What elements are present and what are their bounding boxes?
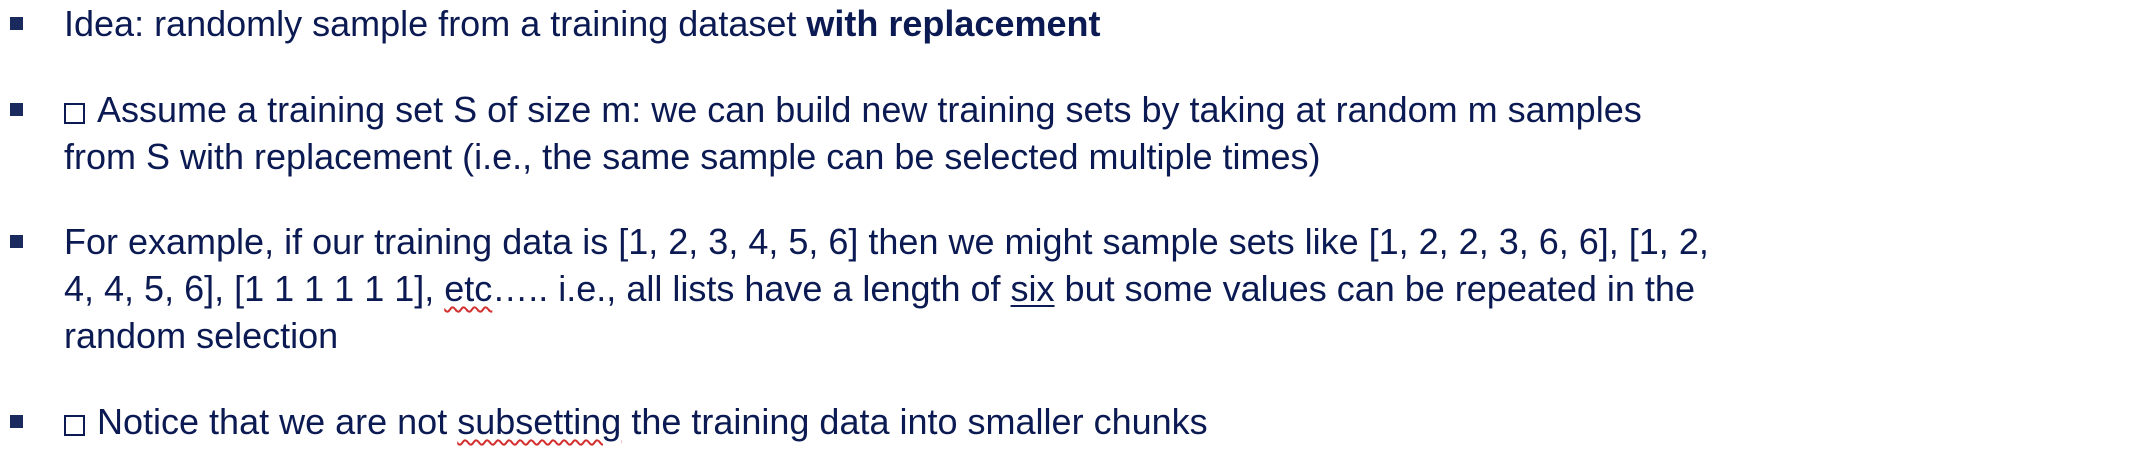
text-run: 4, 4, 5, 6], [1 1 1 1 1 1], (64, 268, 445, 309)
spellcheck-word: subsetting (457, 401, 622, 442)
bullet-text: Notice that we are not subsetting the tr… (64, 398, 2104, 445)
text-run: ….. i.e., all lists have a length of (492, 268, 1011, 309)
spellcheck-word: etc (444, 268, 493, 309)
square-bullet-icon (10, 235, 23, 248)
square-bullet-icon (10, 415, 23, 428)
checkbox-icon (64, 415, 85, 436)
bullet-line: from S with replacement (i.e., the same … (64, 133, 2104, 180)
bullet-line: For example, if our training data is [1,… (64, 218, 2104, 265)
text-run: from S with replacement (i.e., the same … (64, 136, 1321, 177)
text-run: random selection (64, 315, 339, 356)
bullet-text: For example, if our training data is [1,… (64, 218, 2104, 359)
square-bullet-icon (10, 17, 23, 30)
text-run: but some values can be repeated in the (1054, 268, 1695, 309)
bold-text: with replacement (806, 3, 1101, 44)
text-run: Assume a training set S of size m: we ca… (97, 89, 1642, 130)
checkbox-icon (64, 103, 85, 124)
bullet-line: random selection (64, 312, 2104, 359)
bullet-line: 4, 4, 5, 6], [1 1 1 1 1 1], etc….. i.e.,… (64, 265, 2104, 312)
text-run: the training data into smaller chunks (621, 401, 1208, 442)
square-bullet-icon (10, 103, 23, 116)
text-run: Notice that we are not (97, 401, 458, 442)
text-run: For example, if our training data is [1,… (64, 221, 1709, 262)
bullet-text: Assume a training set S of size m: we ca… (64, 86, 2104, 180)
text-run: Idea: randomly sample from a training da… (64, 3, 807, 44)
bullet-line: Notice that we are not subsetting the tr… (64, 398, 2104, 445)
bullet-text: Idea: randomly sample from a training da… (64, 0, 2104, 47)
underlined-word: six (1010, 268, 1055, 309)
bullet-line: Assume a training set S of size m: we ca… (64, 86, 2104, 133)
bullet-line: Idea: randomly sample from a training da… (64, 0, 2104, 47)
